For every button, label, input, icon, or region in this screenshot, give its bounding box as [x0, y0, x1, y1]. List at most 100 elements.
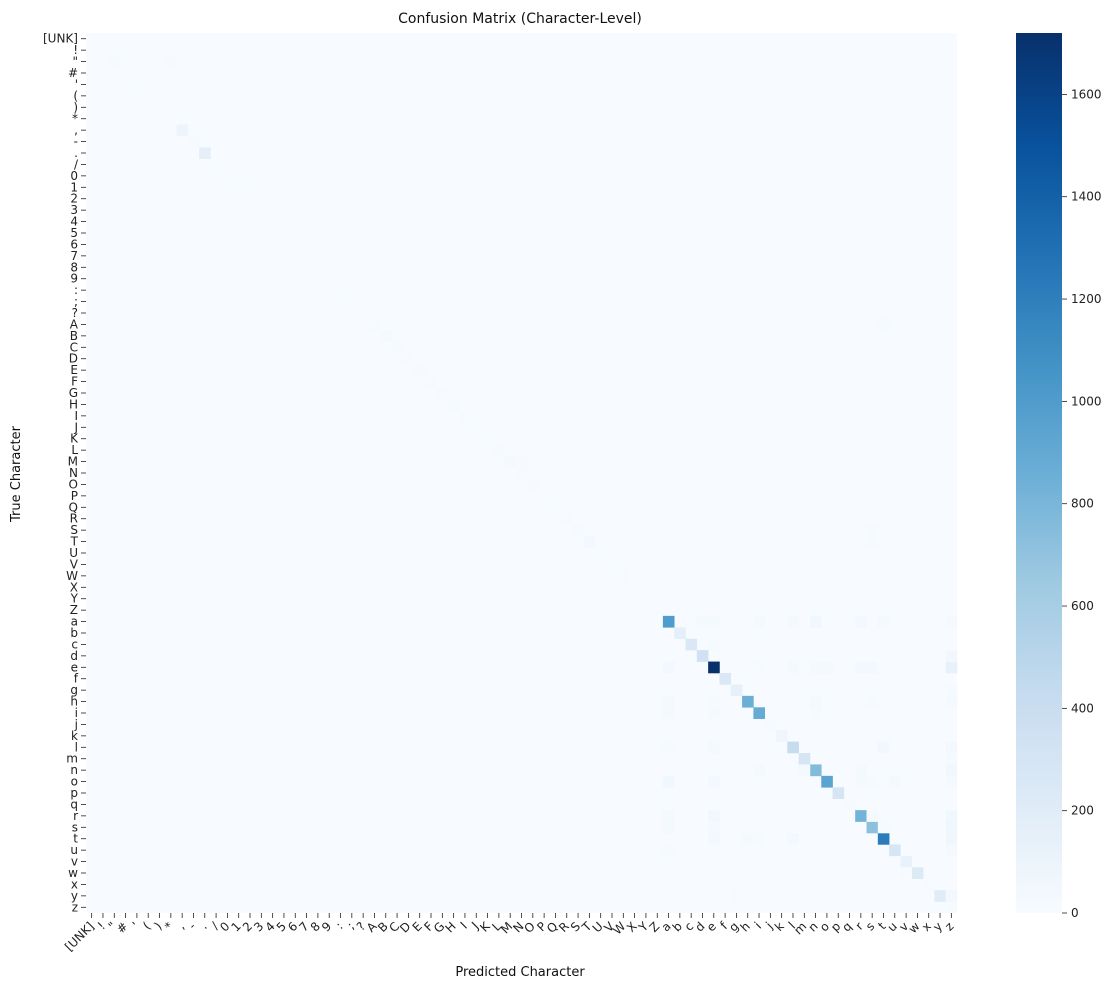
y-tick-label: . [74, 146, 78, 160]
heatmap-cell [877, 318, 890, 331]
heatmap-cell [662, 707, 675, 720]
x-tick-label: ! [95, 919, 108, 932]
colorbar [1016, 33, 1062, 913]
y-tick-label: Y [70, 592, 79, 606]
heatmap-cell [945, 821, 958, 834]
y-tick-label: H [69, 397, 78, 411]
heatmap-cell [742, 695, 754, 708]
heatmap-cell [787, 833, 799, 845]
heatmap-cell [210, 158, 223, 171]
y-tick-label: P [71, 489, 78, 503]
x-tick-label: q [839, 919, 854, 934]
heatmap-cell [538, 490, 551, 502]
y-tick-label: a [71, 615, 78, 629]
heatmap-cell [708, 810, 720, 822]
heatmap-cell [945, 764, 958, 777]
y-axis-label: True Character [9, 425, 24, 523]
heatmap-cell [662, 775, 675, 788]
heatmap-cell [244, 193, 256, 205]
heatmap-cell [866, 524, 879, 537]
heatmap-cell [572, 524, 585, 537]
y-tick-label: z [72, 900, 78, 914]
heatmap-cell [866, 775, 879, 788]
y-tick-label: r [73, 809, 78, 823]
y-tick-label: Q [69, 500, 78, 514]
y-tick-label: 6 [70, 237, 78, 251]
heatmap-cell [527, 478, 539, 491]
heatmap-cell [855, 764, 867, 777]
heatmap-cell [877, 821, 890, 834]
y-tick-label: R [70, 512, 78, 526]
heatmap-cell [662, 695, 675, 708]
heatmap-cell [945, 901, 958, 914]
heatmap-cell [809, 661, 822, 674]
y-axis-ticks: [UNK]!"#'()*,-./0123456789:;?ABCDEFGHIJK… [43, 32, 86, 914]
heatmap-cell [515, 467, 528, 480]
y-tick-label: X [70, 580, 78, 594]
heatmap-cell [414, 364, 426, 377]
heatmap-cell [708, 638, 720, 651]
x-tick-label: . [197, 919, 210, 932]
heatmap-cell [583, 535, 596, 548]
x-tick-label: [UNK] [62, 919, 97, 954]
heatmap-cell [380, 330, 392, 342]
x-tick-label: ) [151, 919, 164, 932]
y-tick-label: J [73, 420, 78, 434]
y-tick-label: ( [73, 89, 78, 103]
heatmap-cell [187, 135, 200, 148]
heatmap-cell [877, 833, 890, 845]
x-tick-label: h [738, 919, 753, 934]
heatmap-cell [945, 775, 958, 788]
y-tick-label: i [75, 706, 78, 720]
y-tick-label: 0 [70, 169, 78, 183]
y-tick-label: ? [72, 306, 78, 320]
heatmap-cell [674, 627, 686, 640]
y-tick-label: ) [73, 100, 78, 114]
heatmap-cell [708, 695, 720, 708]
y-tick-label: I [74, 409, 78, 423]
y-tick-label: F [71, 375, 78, 389]
heatmap-cell [923, 878, 935, 891]
heatmap-cell [561, 513, 573, 525]
heatmap-cell [323, 273, 336, 285]
y-tick-label: 5 [70, 226, 78, 240]
heatmap-cell [945, 650, 958, 662]
y-tick-label: , [74, 123, 78, 137]
y-tick-label: : [74, 283, 78, 297]
y-tick-label: ; [74, 295, 78, 309]
y-tick-label: - [74, 135, 78, 149]
x-tick-label: W [610, 919, 628, 937]
heatmap-cell [312, 261, 324, 274]
y-tick-label: B [70, 329, 78, 343]
heatmap-cell [266, 215, 279, 228]
heatmap-cell [945, 810, 958, 822]
heatmap-cell [809, 764, 822, 777]
y-tick-label: t [73, 832, 78, 846]
colorbar-tick-label: 0 [1071, 906, 1079, 920]
heatmap-cell [493, 444, 505, 457]
x-tick-label: * [162, 919, 176, 933]
heatmap-cell [911, 867, 924, 880]
heatmap-cell [708, 707, 720, 720]
y-tick-label: [UNK] [43, 32, 78, 46]
heatmap-cell [742, 833, 754, 845]
heatmap-cell [165, 55, 177, 68]
colorbar-ticks: 0 200 400 600 800 1000 1200 1400 1600 [1062, 87, 1102, 920]
heatmap-cell [945, 615, 958, 628]
y-tick-label: 1 [70, 180, 78, 194]
heatmap-cell [640, 593, 652, 605]
heatmap-cell [334, 284, 347, 297]
heatmap-cell [515, 455, 528, 468]
colorbar-tick-label: 600 [1071, 599, 1094, 613]
x-tick-label: y [930, 919, 945, 934]
y-tick-label: e [71, 660, 78, 674]
x-tick-label: # [114, 919, 131, 936]
heatmap-cell [391, 341, 404, 354]
heatmap-cell [753, 764, 765, 777]
heatmap-cell [662, 741, 675, 754]
y-tick-label: * [72, 112, 78, 126]
heatmap-cell [945, 890, 958, 902]
heatmap-cell [730, 890, 743, 902]
x-tick-label: ( [140, 919, 153, 932]
y-tick-label: N [69, 466, 78, 480]
